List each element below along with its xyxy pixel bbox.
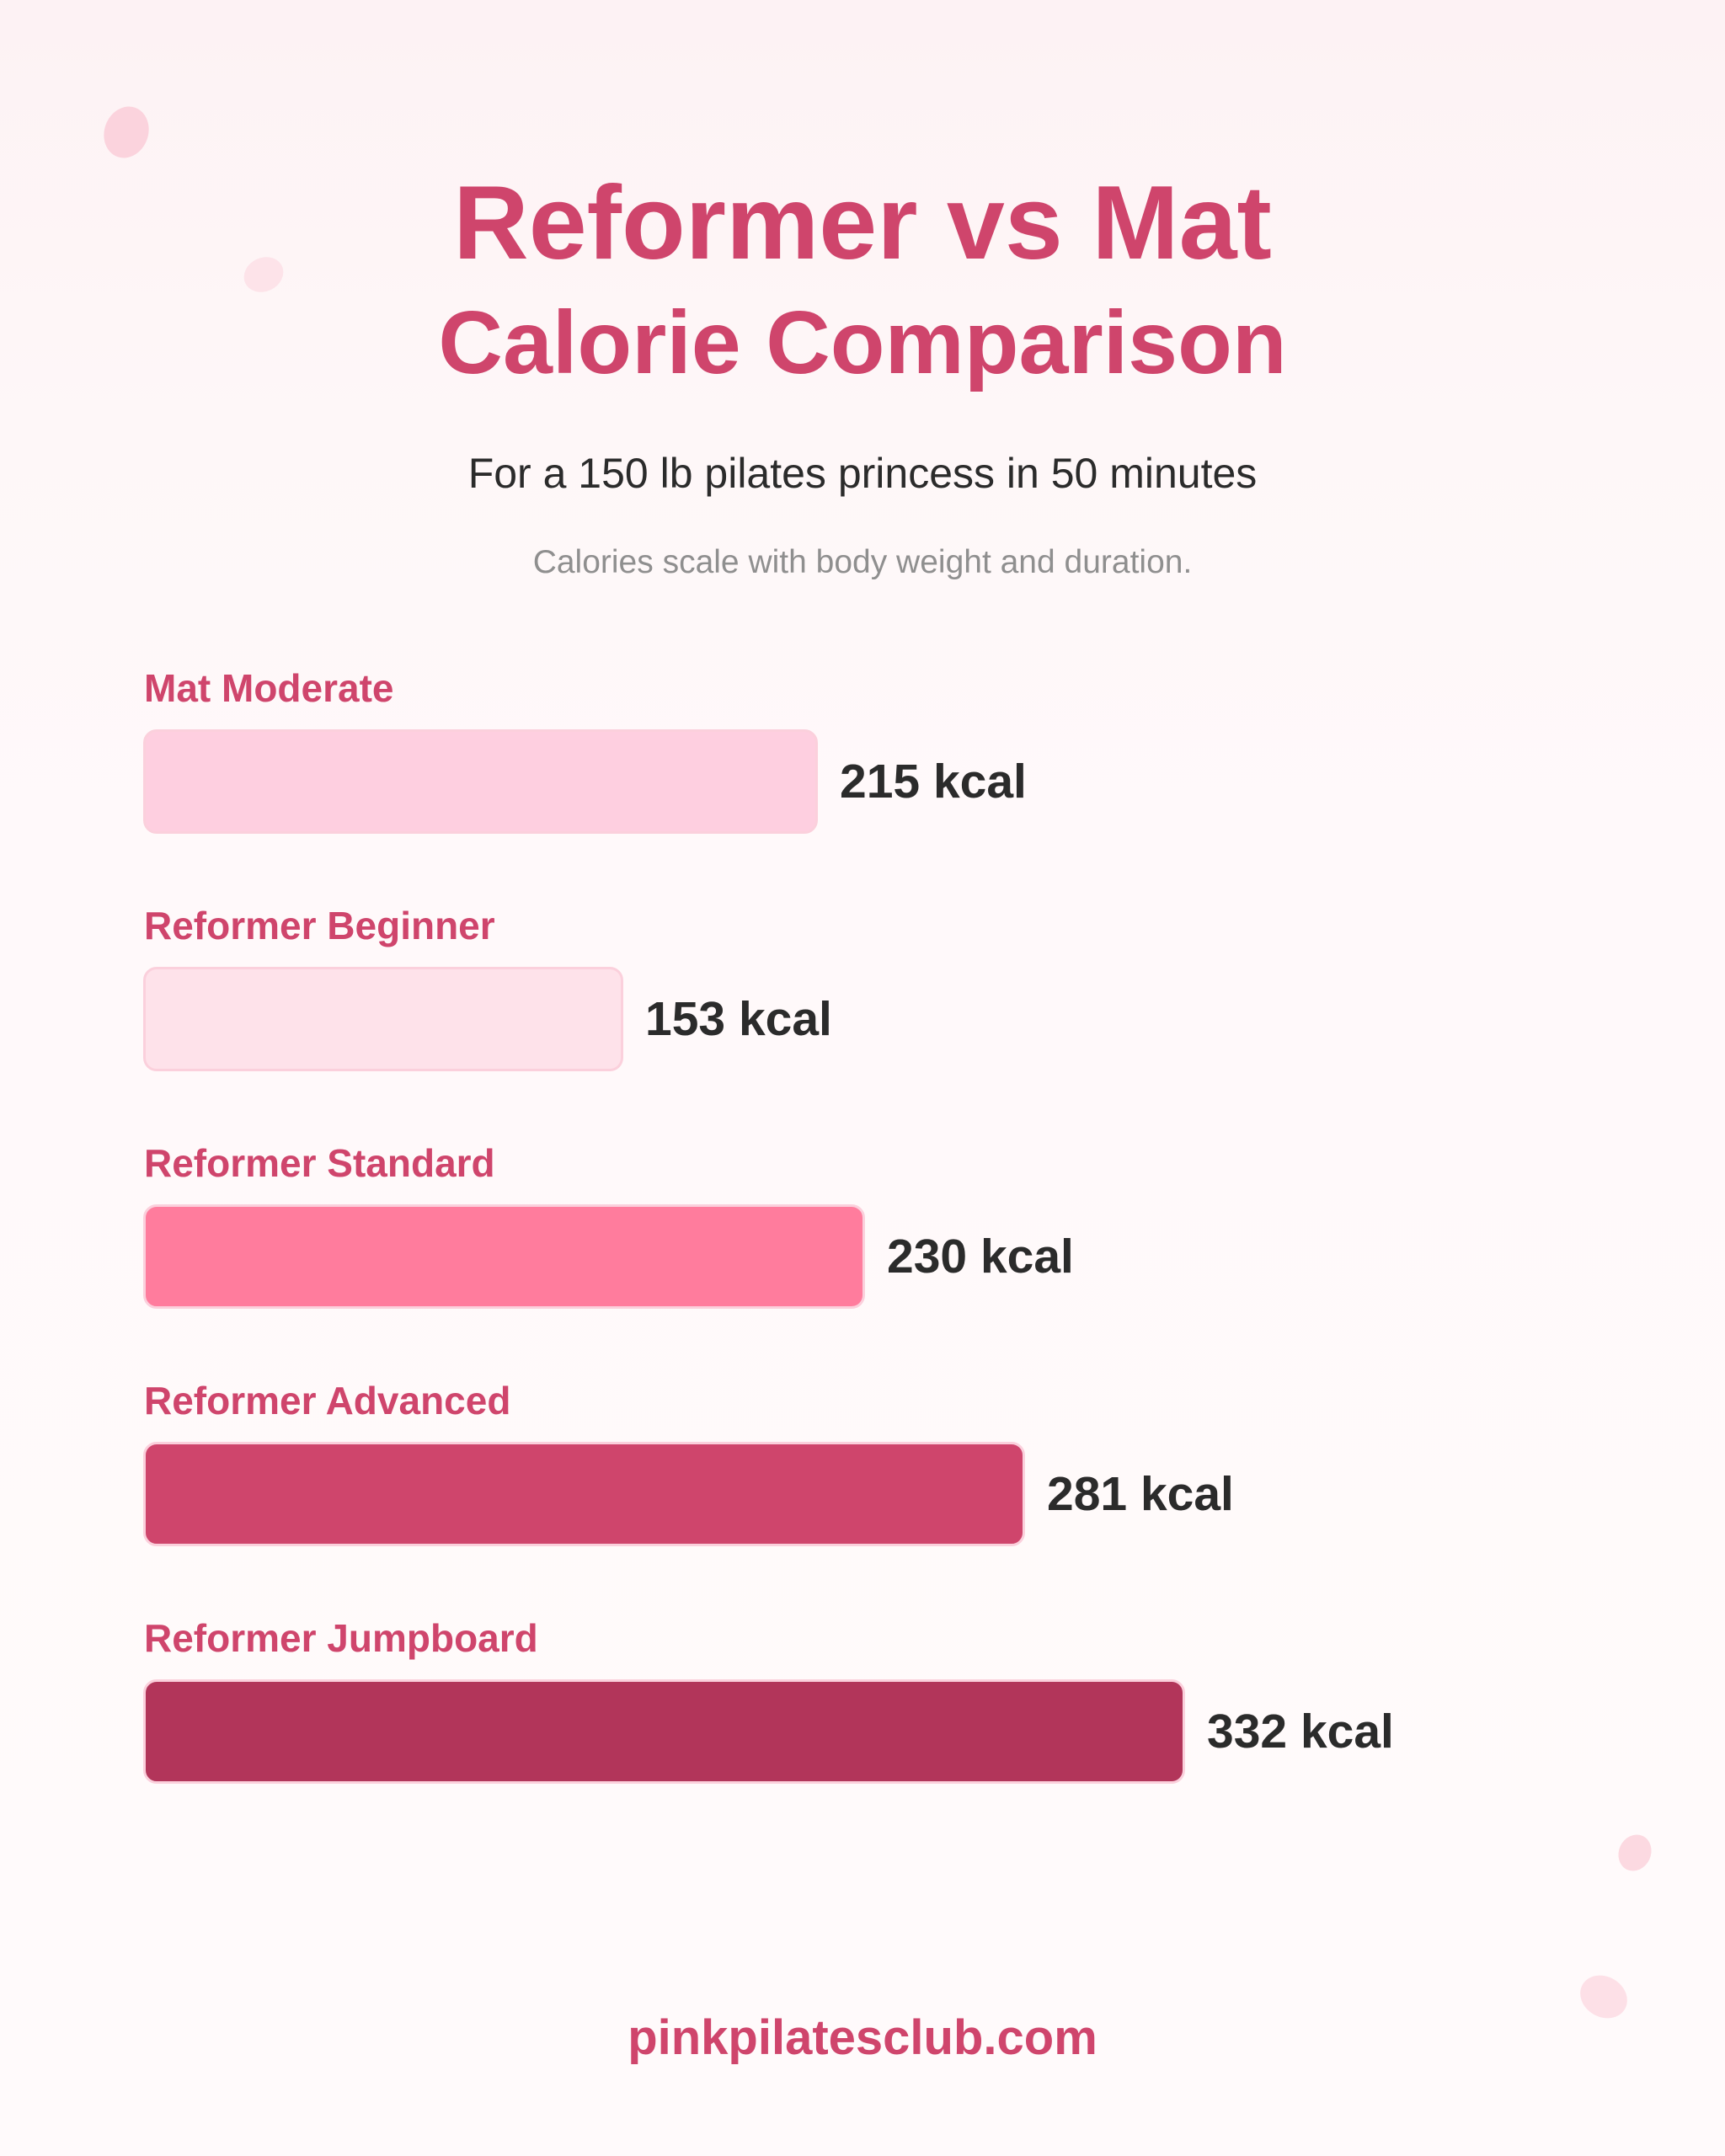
chart-title-line-2: Calorie Comparison xyxy=(438,293,1287,392)
category-label: Reformer Jumpboard xyxy=(144,1616,538,1660)
value-label: 153 kcal xyxy=(645,992,832,1046)
chart-title: Reformer vs Mat xyxy=(453,165,1272,281)
category-label: Reformer Standard xyxy=(144,1141,495,1185)
category-label: Mat Moderate xyxy=(144,666,394,710)
category-label: Reformer Beginner xyxy=(144,904,495,947)
footer-website: pinkpilatesclub.com xyxy=(628,2010,1097,2065)
chart-subtitle: For a 150 lb pilates princess in 50 minu… xyxy=(467,450,1258,497)
bar xyxy=(143,1442,1025,1546)
category-label: Reformer Advanced xyxy=(144,1379,511,1422)
value-label: 215 kcal xyxy=(840,755,1027,808)
bar xyxy=(143,729,818,834)
value-label: 332 kcal xyxy=(1207,1705,1394,1758)
bar xyxy=(143,1679,1185,1784)
value-label: 230 kcal xyxy=(887,1230,1074,1283)
bar xyxy=(143,967,623,1071)
value-label: 281 kcal xyxy=(1047,1467,1234,1521)
chart-note: Calories scale with body weight and dura… xyxy=(532,544,1193,580)
bar xyxy=(143,1204,865,1309)
